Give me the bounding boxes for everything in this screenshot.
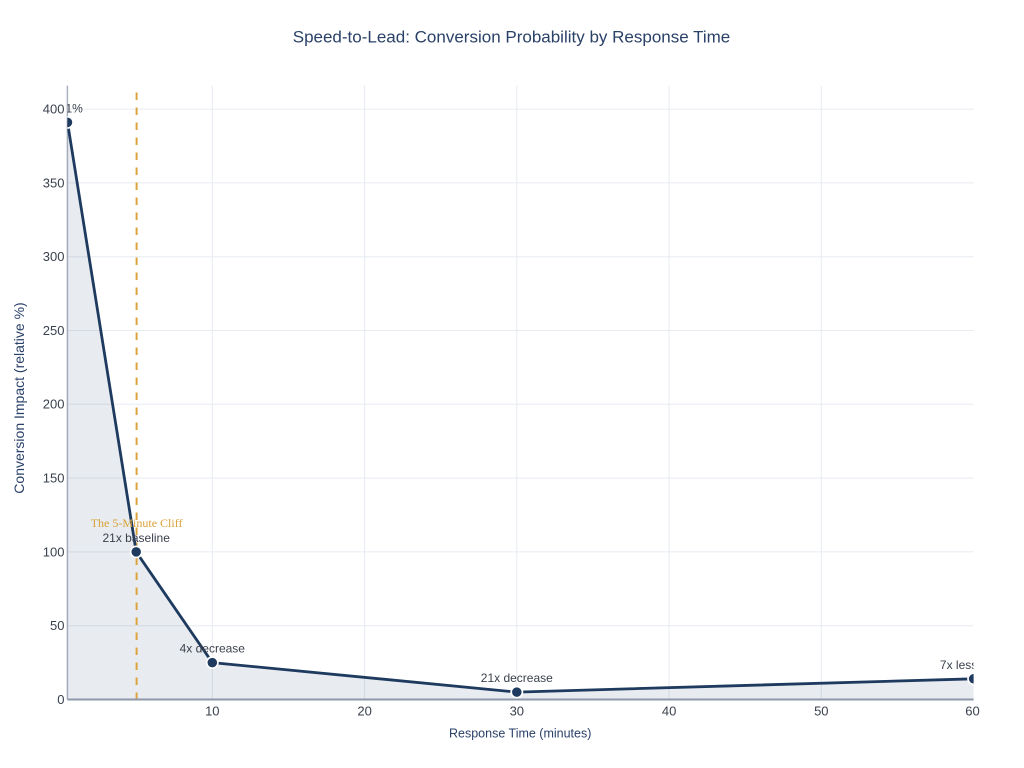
svg-text:0: 0 xyxy=(57,692,64,707)
svg-text:50: 50 xyxy=(814,704,828,719)
svg-text:40: 40 xyxy=(662,704,676,719)
svg-text:7x less likely: 7x less likely xyxy=(940,658,1007,672)
svg-text:30: 30 xyxy=(510,704,524,719)
svg-text:20: 20 xyxy=(357,704,371,719)
svg-text:150: 150 xyxy=(43,471,65,486)
svg-text:200: 200 xyxy=(43,397,65,412)
svg-text:21x baseline: 21x baseline xyxy=(103,531,171,545)
svg-text:100: 100 xyxy=(43,544,65,559)
svg-text:10: 10 xyxy=(205,704,219,719)
svg-text:4x decrease: 4x decrease xyxy=(180,642,246,656)
svg-text:400: 400 xyxy=(43,102,65,117)
svg-text:Conversion Impact (relative %): Conversion Impact (relative %) xyxy=(11,302,27,493)
svg-text:350: 350 xyxy=(43,175,65,190)
svg-text:Response Time (minutes): Response Time (minutes) xyxy=(449,726,591,740)
svg-text:50: 50 xyxy=(50,618,64,633)
svg-text:391%: 391% xyxy=(52,101,83,115)
svg-text:The 5-Minute Cliff: The 5-Minute Cliff xyxy=(91,516,183,530)
svg-text:21x decrease: 21x decrease xyxy=(481,671,553,685)
svg-text:Speed-to-Lead: Conversion Prob: Speed-to-Lead: Conversion Probability by… xyxy=(293,28,731,47)
svg-text:300: 300 xyxy=(43,249,65,264)
svg-text:60: 60 xyxy=(965,704,979,719)
svg-text:250: 250 xyxy=(43,323,65,338)
